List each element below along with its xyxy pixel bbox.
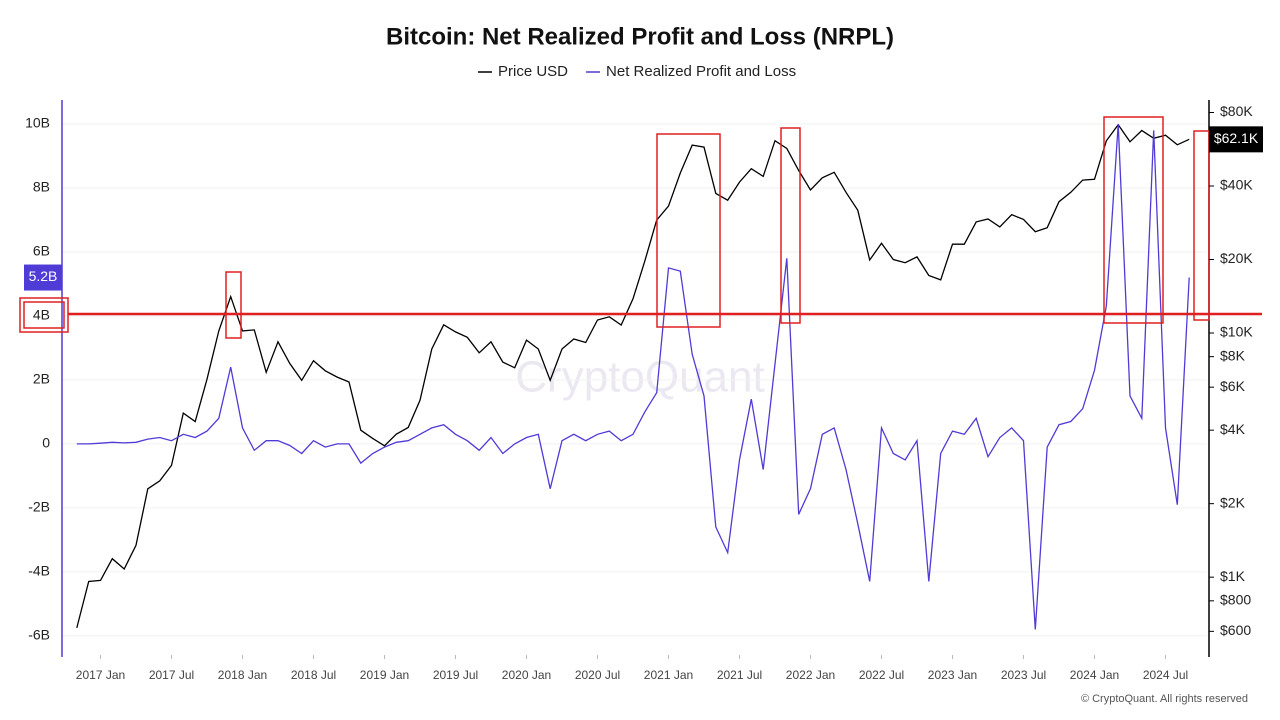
highlight-box [23, 301, 65, 329]
y2-tick-label: $8K [1220, 347, 1246, 363]
highlight-box [656, 133, 721, 328]
y-tick-label: 4B [33, 307, 50, 323]
highlight-box [780, 127, 801, 324]
legend: Price USD Net Realized Profit and Loss [478, 63, 796, 80]
x-tick-label: 2020 Jul [575, 668, 620, 682]
series-line [76, 123, 1190, 629]
x-tick-label: 2024 Jan [1070, 668, 1119, 682]
highlight-box [19, 297, 69, 333]
value-badge-label: $62.1K [1214, 130, 1259, 146]
y2-tick-label: $800 [1220, 592, 1251, 608]
y-tick-label: -2B [28, 499, 50, 515]
x-tick-label: 2019 Jul [433, 668, 478, 682]
x-tick-label: 2023 Jul [1001, 668, 1046, 682]
y-tick-label: 8B [33, 179, 50, 195]
y-tick-label: 0 [42, 435, 50, 451]
x-tick-label: 2021 Jul [717, 668, 762, 682]
plot-area [63, 123, 1207, 637]
highlight-box [1193, 130, 1210, 321]
x-tick-label: 2019 Jan [360, 668, 409, 682]
series-line [76, 123, 1190, 630]
legend-label: Net Realized Profit and Loss [606, 63, 796, 80]
x-tick-label: 2018 Jul [291, 668, 336, 682]
x-tick-label: 2022 Jan [786, 668, 835, 682]
x-tick-label: 2017 Jan [76, 668, 125, 682]
y2-tick-label: $1K [1220, 568, 1246, 584]
y-tick-label: 10B [25, 115, 50, 131]
y2-tick-label: $80K [1220, 103, 1253, 119]
y2-tick-label: $10K [1220, 324, 1253, 340]
footer: © CryptoQuant. All rights reserved [1081, 693, 1248, 705]
x-tick-label: 2024 Jul [1143, 668, 1188, 682]
x-tick-label: 2020 Jan [502, 668, 551, 682]
highlight-box [225, 271, 242, 339]
watermark: CryptoQuant [515, 353, 764, 402]
value-badge-label: 5.2B [29, 268, 58, 284]
value-badge [1209, 126, 1263, 153]
y2-tick-label: $600 [1220, 622, 1251, 638]
y-tick-label: 6B [33, 243, 50, 259]
highlight-box [1103, 116, 1164, 324]
annotations [19, 116, 1262, 339]
x-tick-label: 2023 Jan [928, 668, 977, 682]
legend-label: Price USD [498, 63, 568, 80]
y2-tick-label: $4K [1220, 421, 1246, 437]
value-badge [24, 264, 62, 291]
y2-tick-label: $2K [1220, 494, 1246, 510]
x-tick-label: 2018 Jan [218, 668, 267, 682]
y2-tick-label: $6K [1220, 378, 1246, 394]
y-tick-label: -4B [28, 563, 50, 579]
y2-tick-label: $40K [1220, 177, 1253, 193]
y2-tick-label: $20K [1220, 250, 1253, 266]
chart-title: Bitcoin: Net Realized Profit and Loss (N… [386, 23, 894, 50]
y-tick-label: 2B [33, 371, 50, 387]
x-tick-label: 2022 Jul [859, 668, 904, 682]
x-tick-label: 2021 Jan [644, 668, 693, 682]
y-tick-label: -6B [28, 627, 50, 643]
x-tick-label: 2017 Jul [149, 668, 194, 682]
